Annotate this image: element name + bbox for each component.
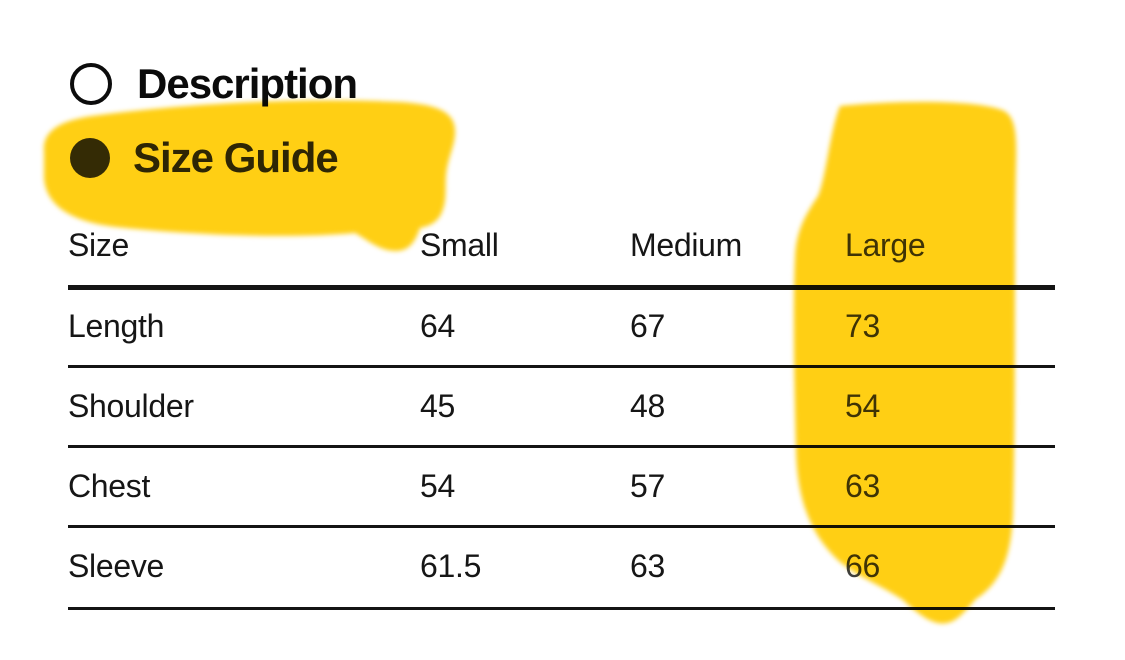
table-row-length: Length 64 67 73 [68, 306, 1055, 346]
row-divider [68, 525, 1055, 528]
cell-small: 64 [420, 308, 455, 344]
cell-small: 45 [420, 388, 455, 424]
tab-description-label: Description [137, 59, 358, 107]
column-header-medium: Medium [630, 227, 743, 263]
column-header-large: Large [845, 227, 926, 263]
tab-size-guide-label: Size Guide [133, 134, 339, 181]
radio-unselected-icon [70, 62, 112, 105]
table-bottom-rule [68, 607, 1055, 610]
cell-large: 54 [845, 388, 880, 424]
size-table-header: Size Small Medium Large [68, 225, 1055, 265]
tab-size-guide[interactable]: Size Guide [70, 134, 339, 181]
cell-medium: 67 [630, 308, 665, 344]
cell-small: 54 [420, 468, 455, 504]
row-divider [68, 365, 1055, 368]
row-label: Length [68, 308, 165, 344]
cell-medium: 57 [630, 468, 665, 504]
row-label: Shoulder [68, 388, 194, 424]
radio-selected-icon [70, 138, 110, 178]
tab-description[interactable]: Description [70, 59, 358, 107]
table-row-sleeve: Sleeve 61.5 63 66 [68, 546, 1055, 586]
cell-small: 61.5 [420, 548, 482, 584]
table-row-shoulder: Shoulder 45 48 54 [68, 386, 1055, 426]
table-row-chest: Chest 54 57 63 [68, 466, 1055, 506]
row-label: Sleeve [68, 548, 165, 584]
row-label: Chest [68, 468, 151, 504]
cell-medium: 63 [630, 548, 665, 584]
cell-large: 63 [845, 468, 880, 504]
cell-medium: 48 [630, 388, 665, 424]
cell-large: 66 [845, 548, 880, 584]
column-header-small: Small [420, 227, 499, 263]
cell-large: 73 [845, 308, 880, 344]
column-header-size: Size [68, 227, 130, 263]
row-divider [68, 445, 1055, 448]
table-header-rule [68, 285, 1055, 290]
